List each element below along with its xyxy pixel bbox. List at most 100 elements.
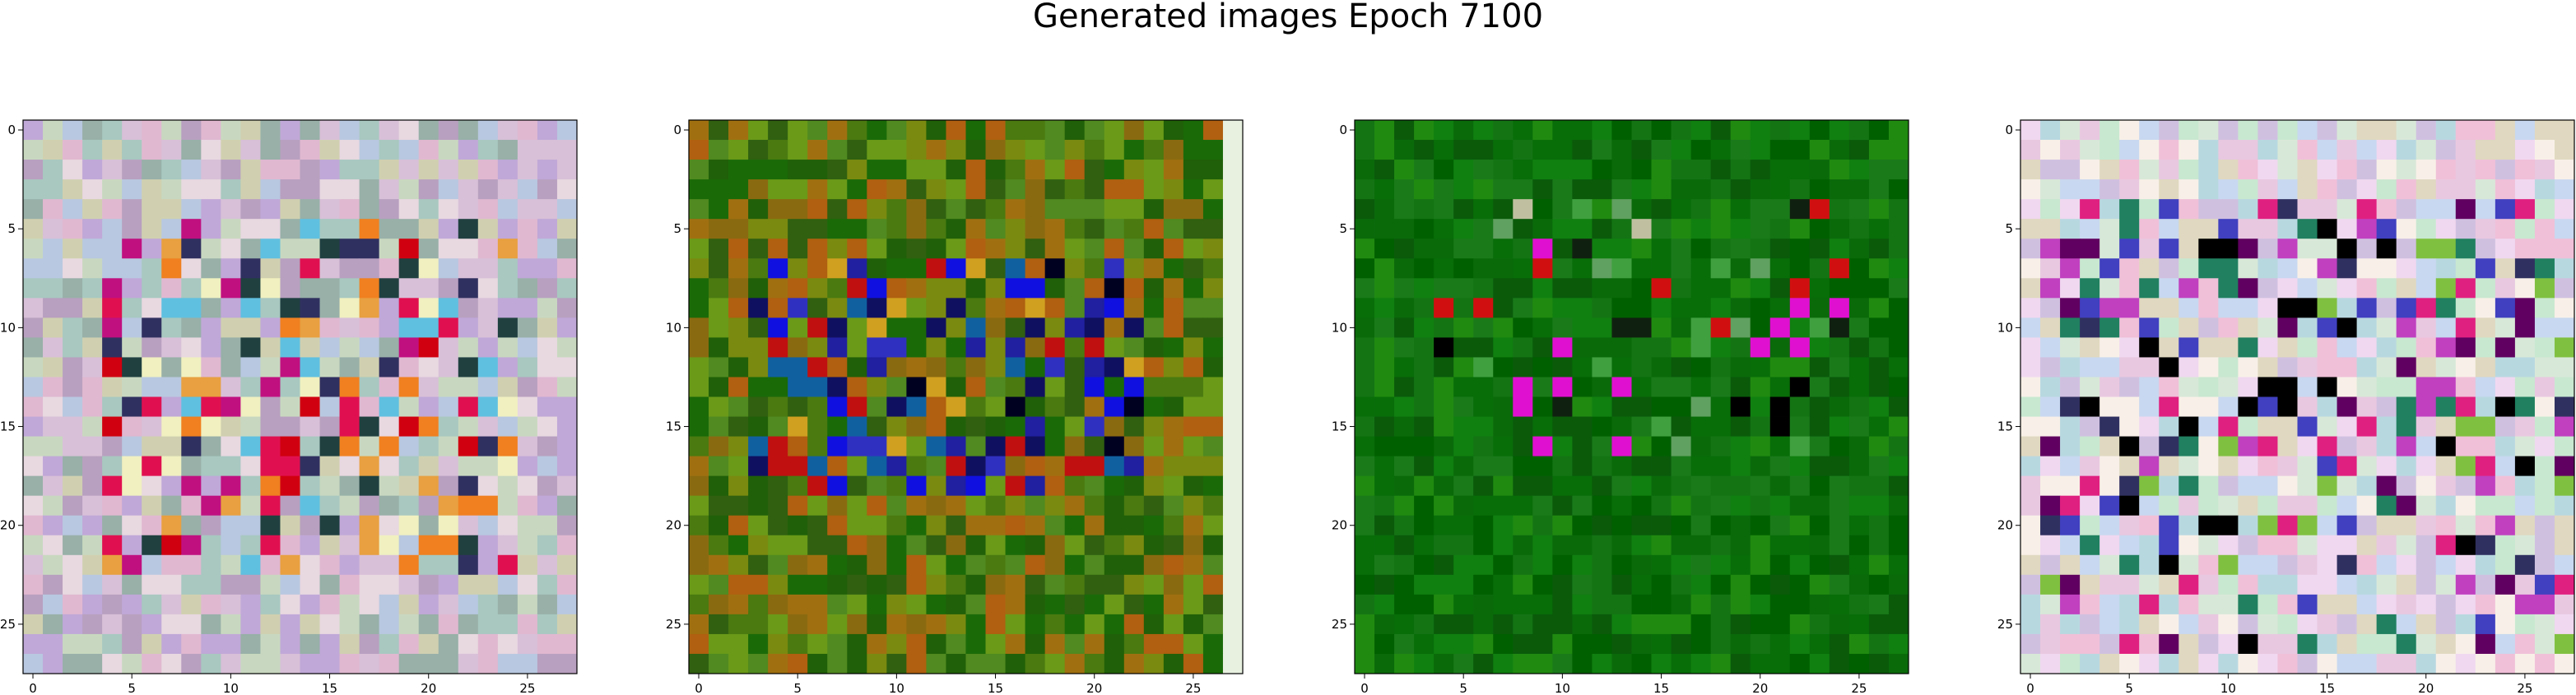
heatmap-cell — [2455, 337, 2476, 358]
x-tick-label: 25 — [2517, 681, 2532, 695]
heatmap-cell — [985, 416, 1006, 437]
heatmap-cell — [946, 436, 966, 457]
heatmap-cell — [2435, 436, 2457, 457]
heatmap-cell — [965, 653, 986, 674]
heatmap-cell — [2495, 377, 2516, 397]
heatmap-cell — [1552, 594, 1573, 615]
heatmap-cell — [1084, 377, 1105, 397]
heatmap-cell — [398, 278, 420, 299]
heatmap-cell — [1789, 337, 1811, 358]
heatmap-cell — [2139, 475, 2160, 497]
heatmap-cell — [2514, 258, 2536, 279]
heatmap-cell — [359, 219, 380, 239]
heatmap-cell — [300, 337, 320, 358]
heatmap-cell — [748, 278, 769, 299]
x-tick-label: 15 — [2319, 681, 2335, 695]
heatmap-cell — [2060, 140, 2081, 160]
heatmap-cell — [2080, 337, 2100, 358]
heatmap-cell — [1631, 574, 1652, 595]
heatmap-cell — [1631, 140, 1652, 160]
heatmap-cell — [2495, 416, 2516, 437]
heatmap-cell — [280, 535, 300, 556]
heatmap-cell — [2416, 495, 2437, 517]
heatmap-cell — [2337, 653, 2358, 674]
heatmap-cell — [1513, 258, 1533, 279]
heatmap-cell — [280, 633, 300, 655]
heatmap-cell — [418, 140, 439, 160]
heatmap-cell — [1690, 199, 1712, 220]
heatmap-cell — [1789, 160, 1811, 180]
heatmap-cell — [807, 377, 828, 397]
heatmap-cell — [43, 653, 63, 674]
heatmap-cell — [1513, 416, 1533, 437]
heatmap-cell — [1730, 179, 1751, 200]
heatmap-cell — [2080, 140, 2100, 160]
heatmap-cell — [221, 436, 241, 457]
heatmap-cell — [2455, 120, 2476, 141]
heatmap-cell — [1572, 495, 1593, 517]
heatmap-cell — [379, 436, 400, 457]
heatmap-cell — [1355, 337, 1375, 358]
heatmap-cell — [280, 337, 300, 358]
heatmap-cell — [359, 535, 380, 556]
heatmap-cell — [1789, 239, 1811, 259]
heatmap-cell — [2178, 633, 2199, 655]
heatmap-cell — [1671, 535, 1692, 556]
heatmap-cell — [1572, 298, 1593, 318]
heatmap-cell — [748, 199, 769, 220]
heatmap-cell — [497, 337, 518, 358]
heatmap-cell — [280, 594, 300, 615]
heatmap-cell — [2159, 337, 2179, 358]
heatmap-cell — [788, 554, 808, 576]
heatmap-cell — [2119, 653, 2140, 674]
heatmap-cell — [2277, 475, 2298, 497]
heatmap-cell — [1611, 633, 1632, 655]
heatmap-cell — [1473, 456, 1494, 477]
heatmap-cell — [2060, 456, 2081, 477]
heatmap-cell — [102, 179, 123, 200]
heatmap-cell — [477, 614, 499, 635]
heatmap-cell — [1552, 357, 1573, 378]
heatmap-cell — [2317, 317, 2337, 338]
heatmap-cell — [161, 614, 182, 635]
heatmap-cell — [827, 258, 848, 279]
heatmap-cell — [122, 219, 142, 239]
heatmap-cell — [788, 633, 808, 655]
heatmap-cell — [2435, 239, 2457, 259]
heatmap-cell — [2514, 396, 2536, 417]
heatmap-cell — [1084, 535, 1105, 556]
heatmap-cell — [63, 239, 83, 259]
heatmap-cell — [2337, 515, 2358, 536]
heatmap-cell — [1710, 653, 1732, 674]
heatmap-cell — [748, 357, 769, 378]
heatmap-cell — [906, 377, 927, 397]
heatmap-cell — [985, 278, 1006, 299]
heatmap-cell — [1183, 258, 1204, 279]
heatmap-cell — [2396, 239, 2417, 259]
heatmap-cell — [2040, 614, 2061, 635]
heatmap-cell — [1789, 614, 1811, 635]
heatmap-cell — [201, 357, 221, 378]
heatmap-cell — [142, 574, 162, 595]
heatmap-cell — [497, 298, 518, 318]
heatmap-cell — [689, 239, 709, 259]
heatmap-cell — [768, 258, 788, 279]
heatmap-cell — [1143, 416, 1165, 437]
heatmap-cell — [1434, 140, 1454, 160]
heatmap-cell — [23, 456, 44, 477]
heatmap-cell — [2218, 653, 2239, 674]
heatmap-cell — [1572, 160, 1593, 180]
heatmap-cell — [2080, 396, 2100, 417]
heatmap-cell — [1829, 337, 1850, 358]
heatmap-cell — [2416, 179, 2437, 200]
heatmap-cell — [709, 179, 729, 200]
heatmap-cell — [1394, 456, 1415, 477]
heatmap-cell — [1611, 436, 1632, 457]
heatmap-cell — [1769, 535, 1791, 556]
heatmap-cell — [886, 416, 907, 437]
heatmap-cell — [748, 239, 769, 259]
heatmap-cell — [1868, 554, 1890, 576]
heatmap-cell — [1473, 179, 1494, 200]
heatmap-cell — [240, 278, 261, 299]
heatmap-cell — [2554, 179, 2575, 200]
